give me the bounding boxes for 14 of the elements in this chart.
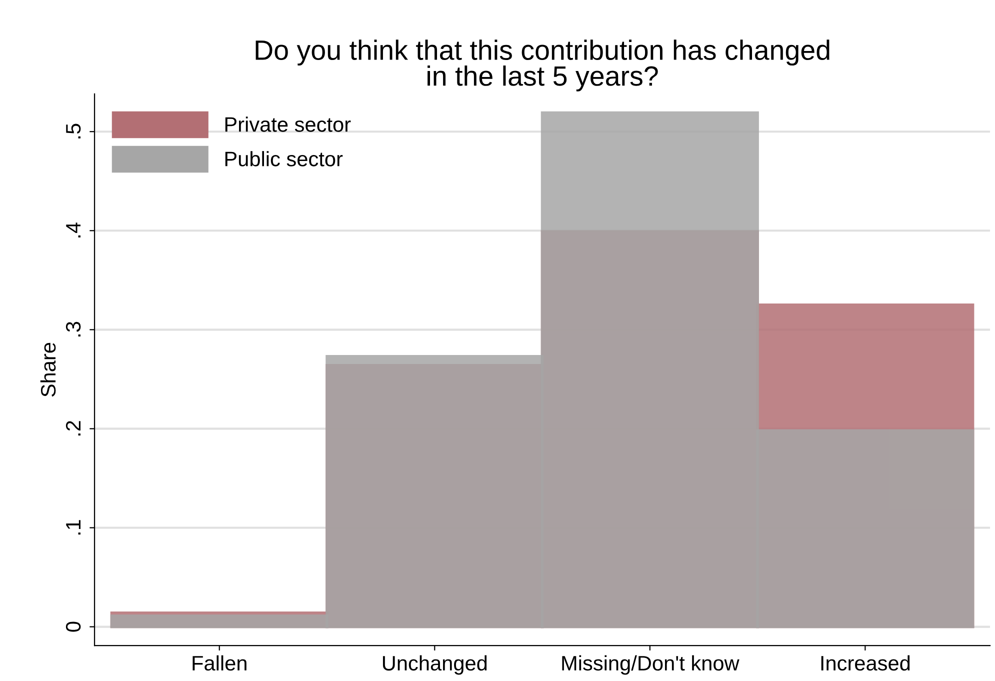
x-tick-label: Fallen xyxy=(192,655,246,671)
chart-title: Do you think that this contribution has changed in the last 5 years? xyxy=(256,40,830,92)
y-axis-title: Share xyxy=(40,342,56,397)
y-tick-label: .5 xyxy=(66,124,81,138)
x-tick-label: Unchanged xyxy=(382,655,487,675)
y-tick-label: .4 xyxy=(66,222,80,238)
x-tick-label: Increased xyxy=(821,655,910,671)
y-tick-label: .1 xyxy=(66,520,80,535)
legend-label: Private sector xyxy=(225,116,351,132)
y-tick-label: 0 xyxy=(66,622,81,632)
y-tick-label: .3 xyxy=(66,322,81,336)
x-tick-label: Missing/Don't know xyxy=(562,655,740,675)
legend-label: Public sector xyxy=(225,151,343,166)
y-tick-label: .2 xyxy=(66,421,80,436)
